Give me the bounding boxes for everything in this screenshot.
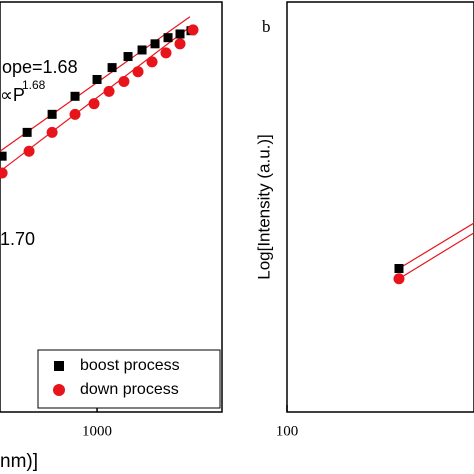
fit-line <box>398 232 474 280</box>
circle-point <box>46 126 58 138</box>
square-point <box>123 52 133 62</box>
legend-label: down process <box>80 381 179 398</box>
panel-label: b <box>262 17 271 36</box>
annotation: ∝P <box>0 85 25 105</box>
circle-point <box>160 47 172 59</box>
fit-line <box>0 16 191 152</box>
y-axis-label: Log[Intensity (a.u.)] <box>254 134 273 280</box>
legend-label: boost process <box>80 357 180 374</box>
square-point <box>137 45 147 55</box>
legend-swatch <box>53 384 65 396</box>
plot-area <box>0 16 199 179</box>
annotation: 1.68 <box>22 78 46 92</box>
square-point <box>107 63 117 73</box>
circle-point <box>187 24 199 36</box>
square-point <box>163 33 173 43</box>
square-point <box>70 91 80 101</box>
circle-point <box>146 56 158 68</box>
x-axis-label: nm)] <box>0 451 38 472</box>
x-tick-label: 100 <box>276 423 299 439</box>
square-point <box>47 109 57 119</box>
circle-point <box>132 66 144 78</box>
square-point <box>175 29 185 39</box>
square-point <box>0 151 7 161</box>
plot-area <box>393 222 474 285</box>
legend-box <box>37 349 221 409</box>
annotation: 1.70 <box>0 229 35 249</box>
plot-frame <box>286 1 474 413</box>
legend-swatch <box>54 361 64 371</box>
circle-point <box>103 85 115 97</box>
square-point <box>22 127 32 137</box>
annotation: ope=1.68 <box>2 57 78 77</box>
circle-point <box>174 38 186 50</box>
circle-point <box>69 108 81 120</box>
circle-point <box>23 145 35 157</box>
circle-point <box>118 76 130 88</box>
square-point <box>92 74 102 84</box>
fit-line <box>398 222 474 270</box>
x-tick-label: 1000 <box>82 423 112 439</box>
square-point <box>150 39 160 49</box>
circle-point <box>0 167 8 179</box>
circle-point <box>393 273 405 285</box>
circle-point <box>88 98 100 110</box>
square-point <box>394 264 404 273</box>
plot-frame <box>0 1 223 413</box>
